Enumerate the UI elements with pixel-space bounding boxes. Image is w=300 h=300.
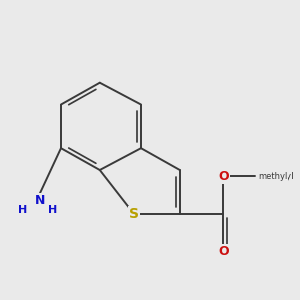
Text: H: H (49, 205, 58, 215)
Text: O: O (218, 245, 229, 258)
Text: methyl: methyl (258, 172, 287, 181)
Text: H: H (18, 205, 27, 215)
Text: O: O (218, 169, 229, 183)
Text: S: S (129, 207, 139, 221)
Text: N: N (34, 194, 45, 207)
Text: methyl: methyl (262, 172, 294, 181)
